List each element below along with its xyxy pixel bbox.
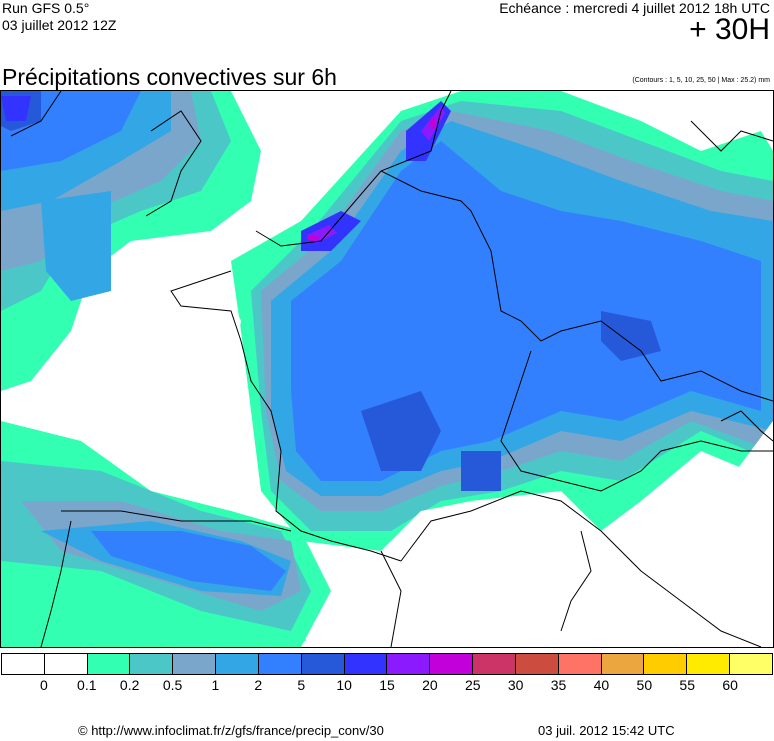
generation-date: 03 juil. 2012 15:42 UTC bbox=[538, 723, 675, 738]
legend-label: 30 bbox=[507, 677, 524, 693]
legend-swatch-10 bbox=[430, 654, 474, 674]
legend-label: 0.2 bbox=[119, 677, 140, 693]
legend-swatch-0 bbox=[2, 654, 45, 674]
legend-swatch-13 bbox=[558, 654, 602, 674]
legend-swatch-7 bbox=[301, 654, 345, 674]
legend-swatch-15 bbox=[644, 654, 688, 674]
legend-label: 55 bbox=[679, 677, 696, 693]
coastlines bbox=[10, 91, 773, 647]
legend-swatch-17 bbox=[730, 654, 772, 674]
color-legend bbox=[1, 653, 773, 675]
legend-label: 25 bbox=[464, 677, 481, 693]
legend-label: 0.5 bbox=[162, 677, 183, 693]
legend-label: 50 bbox=[636, 677, 653, 693]
legend-label: 2 bbox=[254, 677, 263, 693]
legend-swatch-2 bbox=[87, 654, 131, 674]
legend-label: 0.1 bbox=[77, 677, 97, 693]
legend-swatch-3 bbox=[130, 654, 174, 674]
legend-swatch-12 bbox=[515, 654, 559, 674]
legend-swatch-16 bbox=[687, 654, 731, 674]
forecast-offset: + 30H bbox=[689, 13, 770, 46]
legend-swatch-6 bbox=[258, 654, 302, 674]
map-title: Précipitations convectives sur 6h bbox=[2, 64, 337, 90]
legend-label: 1 bbox=[211, 677, 220, 693]
legend-swatch-9 bbox=[387, 654, 431, 674]
forecast-valid-time: Echéance : mercredi 4 juillet 2012 18h U… bbox=[499, 0, 770, 16]
dry-area bbox=[131, 271, 773, 647]
legend-swatch-5 bbox=[216, 654, 259, 674]
legend-swatch-8 bbox=[344, 654, 388, 674]
precipitation-map bbox=[0, 90, 774, 648]
legend-label: 40 bbox=[593, 677, 610, 693]
run-model-label: Run GFS 0.5° bbox=[2, 0, 90, 16]
precip-field-25mm bbox=[307, 117, 436, 241]
legend-label: 0 bbox=[39, 677, 48, 693]
legend-label: 20 bbox=[422, 677, 438, 693]
legend-swatch-14 bbox=[601, 654, 645, 674]
legend-swatch-11 bbox=[473, 654, 516, 674]
legend-labels: 0 0.1 0.2 0.5 1 2 5 10 15 20 25 30 35 40 50 55 60 bbox=[0, 677, 774, 695]
legend-swatch-4 bbox=[173, 654, 217, 674]
map-canvas bbox=[1, 91, 773, 647]
legend-swatch-1 bbox=[44, 654, 88, 674]
run-date-label: 03 juillet 2012 12Z bbox=[2, 17, 117, 33]
source-url: © http://www.infoclimat.fr/z/gfs/france/… bbox=[78, 723, 384, 738]
legend-label: 10 bbox=[336, 677, 352, 693]
legend-label: 35 bbox=[550, 677, 567, 693]
legend-label: 5 bbox=[297, 677, 306, 693]
legend-label: 60 bbox=[722, 677, 738, 693]
contours-note: (Contours : 1, 5, 10, 25, 50 | Max : 25.… bbox=[632, 77, 770, 84]
legend-label: 15 bbox=[379, 677, 395, 693]
